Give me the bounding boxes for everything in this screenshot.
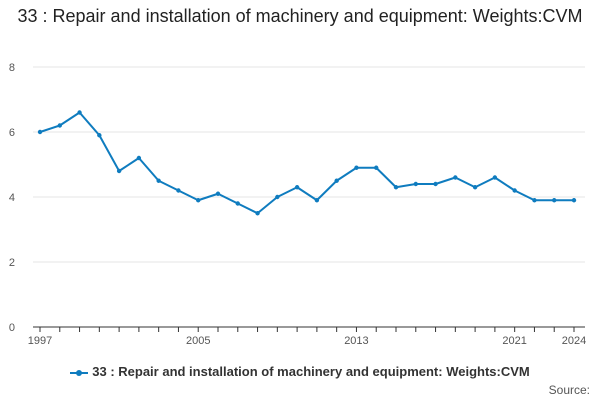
y-tick-label: 8: [9, 62, 15, 74]
y-tick-label: 4: [9, 192, 15, 204]
data-point: [354, 165, 359, 170]
x-tick-label: 2005: [186, 335, 210, 347]
data-point: [314, 198, 320, 203]
legend-line-marker-icon: [70, 369, 89, 377]
data-point: [393, 185, 399, 190]
data-point: [215, 191, 221, 196]
data-point: [176, 188, 181, 193]
data-point: [97, 133, 102, 138]
data-point: [77, 110, 82, 115]
data-point: [374, 165, 379, 170]
data-point: [532, 198, 537, 203]
data-point: [255, 211, 260, 216]
data-point: [453, 175, 458, 180]
data-point: [413, 181, 418, 187]
y-tick-label: 6: [9, 127, 15, 139]
series-line: [39, 111, 574, 215]
y-tick-label: 2: [9, 257, 15, 269]
x-tick-label: 2024: [562, 335, 586, 347]
data-point: [492, 175, 498, 180]
data-point: [235, 201, 240, 206]
x-tick-label: 2013: [344, 335, 368, 347]
data-point: [472, 185, 478, 190]
data-point: [57, 123, 62, 128]
data-point: [512, 188, 517, 193]
legend-label: 33 : Repair and installation of machiner…: [92, 364, 530, 379]
data-point: [433, 181, 438, 187]
data-point: [116, 168, 122, 174]
y-tick-label: 0: [9, 322, 15, 334]
data-point: [156, 178, 161, 183]
x-tick-label: 2021: [502, 335, 526, 347]
data-point: [571, 198, 577, 203]
legend[interactable]: 33 : Repair and installation of machiner…: [0, 364, 600, 379]
data-point: [334, 178, 339, 183]
data-point: [196, 198, 201, 203]
chart-title: 33 : Repair and installation of machiner…: [17, 6, 583, 26]
x-tick-label: 1997: [28, 335, 52, 347]
data-point: [552, 198, 557, 203]
data-point: [136, 155, 142, 161]
data-point: [275, 194, 280, 200]
data-point: [294, 185, 300, 190]
data-point: [37, 129, 43, 135]
source-label: Source:: [548, 383, 590, 397]
